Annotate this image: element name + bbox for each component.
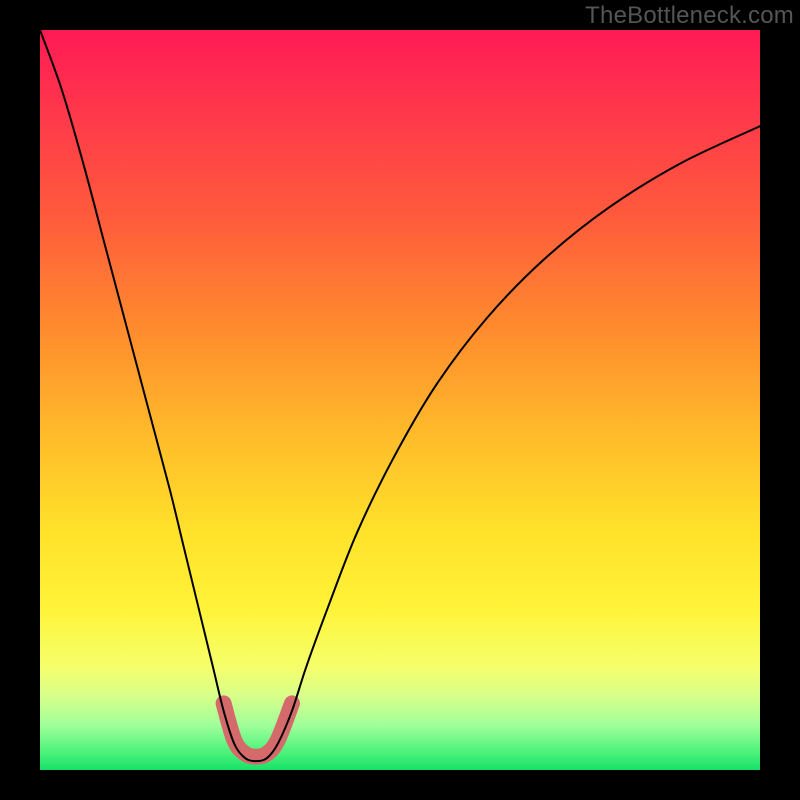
chart-stage: TheBottleneck.com — [0, 0, 800, 800]
watermark-text: TheBottleneck.com — [585, 2, 794, 30]
chart-svg — [0, 0, 800, 800]
gradient-background — [40, 30, 760, 770]
plot-area — [40, 30, 760, 770]
